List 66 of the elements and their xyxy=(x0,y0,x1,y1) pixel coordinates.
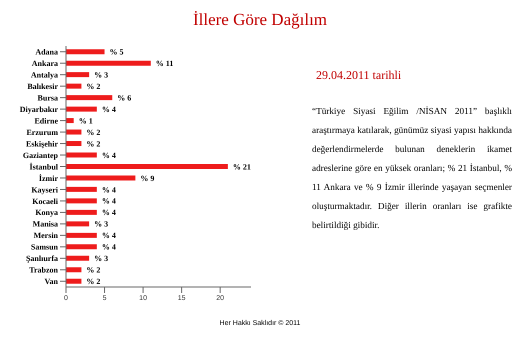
data-label: % 2 xyxy=(86,277,100,286)
y-tick-label: Trabzon xyxy=(29,266,59,275)
bar xyxy=(66,130,82,135)
data-label: % 3 xyxy=(94,220,108,229)
data-label: % 4 xyxy=(102,208,116,218)
data-label: % 6 xyxy=(117,93,132,102)
y-tick-label: Adana xyxy=(35,48,58,57)
y-tick-label: Eskişehir xyxy=(26,139,58,148)
y-tick-label: Balıkesir xyxy=(27,82,58,92)
data-label: % 4 xyxy=(102,104,116,114)
y-tick-label: Mersin xyxy=(34,231,59,240)
bar xyxy=(66,210,97,215)
bar xyxy=(66,72,90,78)
bar xyxy=(66,84,82,89)
bar xyxy=(66,256,90,261)
bar xyxy=(66,106,97,112)
bar xyxy=(66,244,97,250)
data-label: % 4 xyxy=(102,242,116,252)
text: 29.04.2011 tarihli xyxy=(316,68,402,83)
bar xyxy=(66,141,82,146)
bar xyxy=(66,95,112,100)
y-tick-label: Konya xyxy=(35,208,58,218)
bar xyxy=(66,186,97,192)
text: “Türkiye Siyasi Eğilim /NİSAN 2011” başlıklı araştırmaya katılarak, günümüz siyasi yapısı hakkında değerlendirmelerde bulunan deneklerin ikamet adreslerine göre en yüksek oranları; % 21 İstanbul, % 11 Ankara ve % 9 İzmir illerinde yaşayan seçmenler oluşturmaktadır. Diğer illerin oranları ise grafikte belirtildiği gibidir. xyxy=(312,105,512,232)
bar xyxy=(66,198,97,204)
bar xyxy=(66,152,97,158)
data-label: % 21 xyxy=(232,162,251,172)
data-label: % 2 xyxy=(86,139,100,148)
bar xyxy=(66,175,136,180)
bar xyxy=(66,278,82,284)
chart-title: İllere Göre Dağılım xyxy=(192,10,328,30)
data-label: % 1 xyxy=(78,116,93,126)
y-tick-label: Kayseri xyxy=(31,185,59,194)
bar xyxy=(66,118,74,124)
data-label: % 4 xyxy=(102,150,116,160)
y-tick-label: Ankara xyxy=(32,59,58,68)
data-label: % 4 xyxy=(102,231,116,240)
data-label: % 5 xyxy=(110,48,124,57)
data-label: % 4 xyxy=(102,185,116,194)
data-label: % 4 xyxy=(102,196,116,206)
y-tick-label: İzmir xyxy=(38,174,58,183)
bar xyxy=(66,49,105,54)
y-tick-label: İstanbul xyxy=(30,162,59,172)
y-tick-label: Edirne xyxy=(34,116,58,126)
data-label: % 11 xyxy=(156,59,174,68)
data-label: % 2 xyxy=(86,82,100,91)
y-tick-label: Samsun xyxy=(30,242,59,252)
y-tick-label: Van xyxy=(44,277,59,286)
y-tick-label: Erzurum xyxy=(26,128,58,137)
data-label: % 2 xyxy=(86,128,100,137)
data-label: % 2 xyxy=(86,266,100,275)
data-label: % 9 xyxy=(140,174,154,183)
data-label: % 3 xyxy=(94,254,108,264)
data-label: % 3 xyxy=(94,70,108,80)
y-tick-label: Antalya xyxy=(30,70,58,80)
y-tick-label: Manisa xyxy=(32,220,58,229)
y-tick-label: Diyarbakır xyxy=(20,104,58,114)
bar xyxy=(66,164,228,169)
y-tick-label: Kocaeli xyxy=(32,196,59,206)
bar xyxy=(66,221,90,226)
bar xyxy=(66,60,151,66)
y-tick-label: Gaziantep xyxy=(22,150,59,160)
bar xyxy=(66,232,97,238)
bar xyxy=(66,267,82,272)
y-tick-label: Şanlıurfa xyxy=(26,254,58,264)
y-tick-label: Bursa xyxy=(38,93,58,102)
